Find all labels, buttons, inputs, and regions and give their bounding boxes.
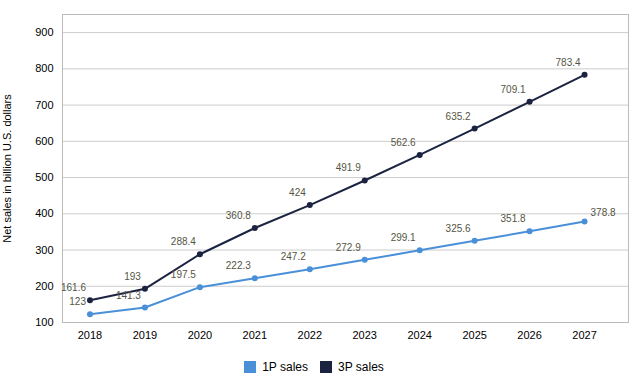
svg-text:2023: 2023 — [352, 329, 376, 341]
svg-text:325.6: 325.6 — [446, 223, 471, 234]
svg-text:351.8: 351.8 — [501, 213, 526, 224]
svg-text:2020: 2020 — [188, 329, 212, 341]
svg-text:783.4: 783.4 — [556, 57, 581, 68]
svg-text:100: 100 — [35, 316, 53, 328]
svg-text:299.1: 299.1 — [391, 232, 416, 243]
html-text:1P sales: 1P sales — [262, 359, 308, 374]
svg-text:200: 200 — [35, 280, 53, 292]
svg-text:360.8: 360.8 — [226, 210, 251, 221]
svg-text:2019: 2019 — [133, 329, 157, 341]
svg-text:709.1: 709.1 — [501, 84, 526, 95]
svg-text:Net sales in billion U.S. doll: Net sales in billion U.S. dollars — [1, 94, 13, 243]
svg-text:2027: 2027 — [572, 329, 596, 341]
svg-text:272.9: 272.9 — [336, 242, 361, 253]
svg-text:600: 600 — [35, 135, 53, 147]
svg-text:222.3: 222.3 — [226, 260, 251, 271]
svg-text:635.2: 635.2 — [446, 111, 471, 122]
svg-text:300: 300 — [35, 244, 53, 256]
svg-text:193: 193 — [124, 271, 141, 282]
svg-text:562.6: 562.6 — [391, 137, 416, 148]
svg-text:424: 424 — [289, 187, 306, 198]
svg-text:2025: 2025 — [462, 329, 486, 341]
svg-text:247.2: 247.2 — [281, 251, 306, 262]
svg-text:2026: 2026 — [517, 329, 541, 341]
svg-text:2021: 2021 — [243, 329, 267, 341]
svg-text:800: 800 — [35, 62, 53, 74]
svg-text:378.8: 378.8 — [591, 207, 616, 218]
svg-text:2022: 2022 — [298, 329, 322, 341]
svg-text:2018: 2018 — [78, 329, 102, 341]
svg-text:288.4: 288.4 — [171, 236, 196, 247]
svg-text:123: 123 — [69, 296, 86, 307]
svg-text:491.9: 491.9 — [336, 162, 361, 173]
svg-text:700: 700 — [35, 99, 53, 111]
svg-text:141.3: 141.3 — [116, 290, 141, 301]
svg-text:161.6: 161.6 — [61, 282, 86, 293]
svg-text:197.5: 197.5 — [171, 269, 196, 280]
html-text:3P sales: 3P sales — [338, 359, 384, 374]
svg-text:400: 400 — [35, 207, 53, 219]
svg-text:2024: 2024 — [407, 329, 431, 341]
svg-text:900: 900 — [35, 26, 53, 38]
svg-text:500: 500 — [35, 171, 53, 183]
